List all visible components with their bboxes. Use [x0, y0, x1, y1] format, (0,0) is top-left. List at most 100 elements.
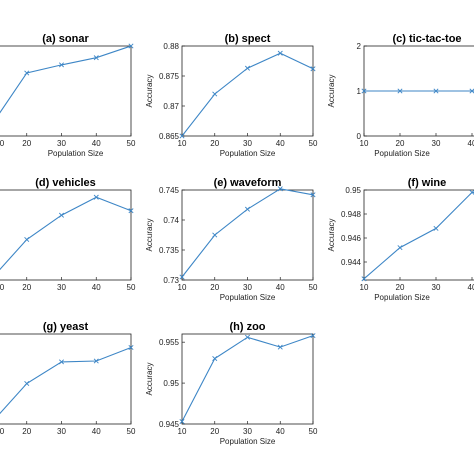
data-point-marker-stroke: [128, 208, 134, 214]
data-point-marker-stroke: [93, 194, 99, 200]
data-point-marker-stroke: [310, 192, 316, 198]
y-axis-label: Accuracy: [327, 219, 336, 252]
x-tick-label: 20: [22, 427, 31, 436]
data-point: [179, 133, 185, 139]
x-tick-label: 50: [127, 427, 136, 436]
x-tick-label: 50: [309, 283, 318, 292]
data-point: [128, 208, 134, 214]
x-tick-label: 10: [178, 283, 187, 292]
x-tick-label: 30: [57, 139, 66, 148]
subplot-7: (g) yeast 0 20 30 40 50: [0, 321, 136, 436]
data-point: [128, 43, 134, 49]
plot-title: (f) wine: [408, 177, 447, 189]
data-point-marker-stroke: [179, 274, 185, 280]
data-point-marker-stroke: [397, 88, 403, 94]
data-point-marker-stroke: [310, 66, 316, 72]
y-axis-label: Accuracy: [145, 75, 154, 108]
y-tick-label: 0.87: [163, 102, 179, 111]
plot-title: (a) sonar: [42, 33, 89, 45]
plot-title: (b) spect: [225, 33, 271, 45]
series-line: [0, 45, 132, 114]
data-point: [310, 66, 316, 72]
data-point-marker-stroke: [244, 206, 251, 212]
x-tick-label: 0: [0, 283, 5, 292]
data-point-marker-stroke: [244, 65, 251, 71]
data-point: [212, 91, 218, 97]
y-tick-label: 0.875: [159, 72, 180, 81]
x-tick-label: 50: [127, 283, 136, 292]
plot-frame: [0, 45, 132, 137]
data-point: [361, 88, 367, 94]
y-tick-label: 0.745: [159, 186, 180, 195]
data-point-marker-stroke: [277, 186, 283, 192]
subplot-5: (e) waveform 10 20 30 40 50 0.73 0.735 0.74 0.745…: [145, 177, 318, 302]
data-point: [361, 276, 367, 282]
y-tick-label: 0.95: [345, 186, 361, 195]
x-axis-label: Population Size: [220, 293, 276, 302]
x-tick-label: 30: [432, 283, 441, 292]
data-point-marker-stroke: [212, 356, 218, 362]
data-point-marker-stroke: [58, 359, 65, 365]
data-point-marker-stroke: [277, 344, 283, 350]
x-tick-label: 10: [360, 139, 369, 148]
x-tick-label: 20: [396, 139, 405, 148]
plot-title: (h) zoo: [229, 321, 265, 333]
data-point-marker-stroke: [179, 133, 185, 139]
data-point: [310, 333, 316, 339]
data-point: [433, 225, 439, 231]
data-point-marker-stroke: [24, 70, 30, 76]
data-point: [469, 189, 474, 195]
plot-frame: [181, 333, 314, 425]
subplot-4: (d) vehicles 0 20 30 40 50: [0, 177, 136, 292]
x-tick-label: 10: [360, 283, 369, 292]
data-point-marker-stroke: [244, 334, 251, 340]
plot-title: (d) vehicles: [35, 177, 96, 189]
data-point: [244, 206, 251, 212]
x-tick-label: 30: [243, 139, 252, 148]
data-point-marker-stroke: [433, 88, 439, 94]
x-tick-label: 30: [432, 139, 441, 148]
data-point: [58, 212, 65, 218]
y-tick-label: 1: [357, 87, 362, 96]
x-tick-label: 40: [92, 139, 101, 148]
x-axis-label: Population Size: [374, 149, 430, 158]
data-point-marker-stroke: [433, 225, 439, 231]
x-tick-label: 20: [22, 139, 31, 148]
x-tick-label: 30: [243, 283, 252, 292]
data-point: [24, 380, 30, 387]
x-tick-label: 40: [276, 139, 285, 148]
data-point-marker-stroke: [310, 333, 316, 339]
data-point-marker-stroke: [24, 380, 30, 387]
data-point-marker-stroke: [277, 50, 283, 56]
subplot-8: (h) zoo 10 20 30 40 50 0.945 0.95 0.955 Populatio…: [145, 321, 318, 446]
x-tick-label: 30: [57, 427, 66, 436]
data-point-marker-stroke: [361, 88, 367, 94]
data-point-marker-stroke: [128, 43, 134, 49]
series-line: [181, 335, 314, 422]
data-point-marker-stroke: [58, 212, 65, 218]
data-point: [397, 88, 403, 94]
y-tick-label: 0.944: [341, 258, 362, 267]
x-tick-label: 50: [127, 139, 136, 148]
x-tick-label: 30: [243, 427, 252, 436]
plot-frame: [0, 333, 132, 425]
subplot-3: (c) tic-tac-toe 10 20 30 40 0 1 2 Population Siz…: [327, 33, 474, 158]
data-point: [179, 274, 185, 280]
x-tick-label: 10: [178, 139, 187, 148]
x-tick-label: 50: [309, 139, 318, 148]
data-point: [244, 334, 251, 340]
x-tick-label: 40: [276, 283, 285, 292]
data-point: [310, 192, 316, 198]
x-tick-label: 40: [468, 283, 474, 292]
y-tick-label: 0.735: [159, 246, 180, 255]
data-point: [277, 50, 283, 56]
y-tick-label: 0.945: [159, 420, 180, 429]
data-point-marker-stroke: [212, 232, 218, 238]
data-point-marker-stroke: [397, 245, 403, 251]
data-point: [469, 88, 474, 94]
data-point-marker-stroke: [93, 358, 99, 364]
plot-frame: [181, 189, 314, 281]
x-tick-label: 20: [210, 283, 219, 292]
y-tick-label: 0.865: [159, 132, 180, 141]
x-tick-label: 20: [210, 427, 219, 436]
